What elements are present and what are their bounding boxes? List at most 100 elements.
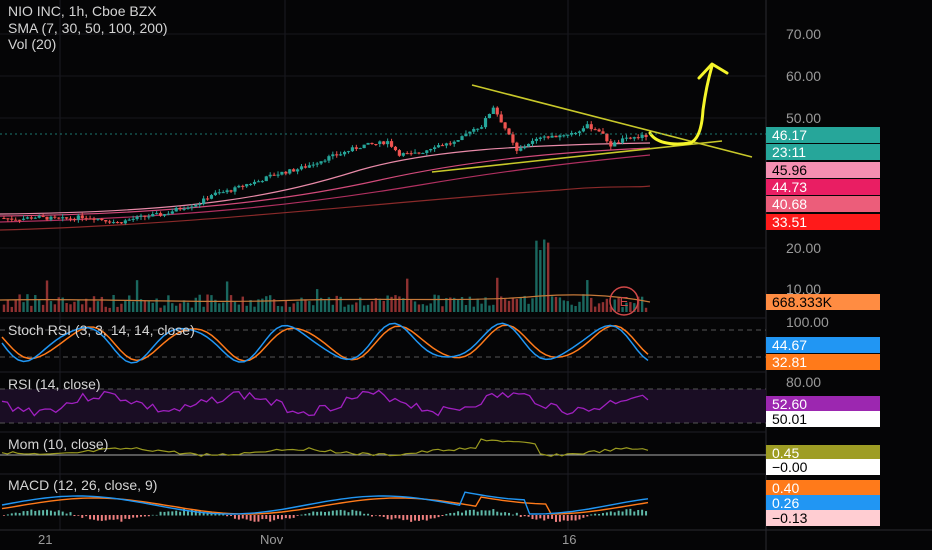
candle-body[interactable] [519, 148, 523, 151]
candle-body[interactable] [362, 144, 366, 149]
candle-body[interactable] [523, 146, 527, 149]
candle-body[interactable] [92, 218, 96, 220]
candle-body[interactable] [526, 143, 531, 147]
candle-body[interactable] [186, 207, 190, 209]
symbol-legend[interactable]: NIO INC, 1h, Cboe BZX [8, 3, 157, 19]
candle-body[interactable] [589, 124, 593, 130]
candle-body[interactable] [597, 129, 601, 132]
candle-body[interactable] [409, 153, 413, 155]
candle-body[interactable] [84, 218, 88, 220]
candle-body[interactable] [33, 217, 37, 219]
breakout-arrow-head[interactable] [697, 62, 729, 80]
candle-body[interactable] [401, 153, 405, 156]
candle-body[interactable] [209, 195, 214, 199]
candle-body[interactable] [542, 136, 546, 138]
candle-body[interactable] [605, 133, 609, 142]
candle-body[interactable] [6, 218, 10, 220]
mom-legend[interactable]: Mom (10, close) [8, 436, 109, 452]
candle-body[interactable] [577, 131, 582, 133]
candle-body[interactable] [319, 161, 323, 164]
candle-body[interactable] [29, 217, 33, 219]
candle-body[interactable] [241, 185, 245, 187]
candle-body[interactable] [252, 181, 257, 184]
candle-body[interactable] [299, 166, 304, 170]
candle-body[interactable] [151, 213, 155, 217]
candle-body[interactable] [272, 174, 276, 176]
candle-body[interactable] [315, 163, 319, 165]
candle-body[interactable] [499, 114, 503, 123]
candle-body[interactable] [14, 219, 18, 221]
candle-body[interactable] [613, 142, 617, 147]
candle-body[interactable] [389, 141, 394, 147]
support-trendline[interactable] [431, 140, 723, 173]
candle-body[interactable] [433, 147, 437, 150]
macd-legend[interactable]: MACD (12, 26, close, 9) [8, 477, 158, 493]
breakout-arrow-path[interactable] [648, 64, 714, 146]
candle-body[interactable] [609, 141, 613, 147]
candle-body[interactable] [18, 219, 22, 221]
candle-body[interactable] [237, 185, 241, 188]
candle-body[interactable] [119, 222, 124, 224]
candle-body[interactable] [440, 145, 445, 147]
candle-body[interactable] [393, 146, 398, 151]
candle-body[interactable] [100, 218, 104, 221]
candle-body[interactable] [491, 107, 495, 114]
candle-body[interactable] [276, 174, 280, 176]
candle-body[interactable] [429, 149, 433, 151]
candle-body[interactable] [417, 152, 421, 154]
candle-body[interactable] [65, 217, 69, 219]
candle-body[interactable] [413, 152, 417, 154]
candle-body[interactable] [139, 215, 143, 217]
candle-body[interactable] [472, 128, 476, 132]
earnings-marker[interactable] [609, 286, 639, 316]
candle-body[interactable] [585, 124, 589, 129]
candle-body[interactable] [468, 131, 472, 134]
candle-body[interactable] [640, 134, 644, 138]
candle-body[interactable] [10, 218, 14, 220]
candle-body[interactable] [487, 113, 492, 119]
candle-body[interactable] [233, 187, 237, 192]
candle-body[interactable] [155, 213, 159, 215]
resistance-trendline[interactable] [471, 84, 753, 158]
candle-body[interactable] [335, 154, 339, 156]
candle-body[interactable] [2, 218, 6, 220]
candle-body[interactable] [229, 190, 233, 192]
candle-body[interactable] [88, 218, 92, 220]
candle-body[interactable] [225, 190, 229, 193]
candle-body[interactable] [264, 176, 268, 182]
candle-body[interactable] [620, 138, 625, 143]
candle-body[interactable] [350, 147, 355, 152]
candle-body[interactable] [96, 218, 100, 220]
candle-body[interactable] [593, 129, 597, 131]
candle-body[interactable] [131, 218, 135, 220]
candle-body[interactable] [80, 215, 84, 219]
candle-body[interactable] [550, 135, 554, 138]
candle-body[interactable] [127, 219, 131, 221]
candle-body[interactable] [135, 216, 139, 219]
candle-body[interactable] [292, 169, 296, 172]
candle-body[interactable] [45, 216, 49, 220]
candle-body[interactable] [644, 134, 648, 138]
candle-body[interactable] [374, 143, 378, 145]
candle-body[interactable] [68, 218, 73, 220]
candle-body[interactable] [143, 215, 147, 217]
candle-body[interactable] [480, 127, 484, 129]
rsi-legend[interactable]: RSI (14, close) [8, 376, 101, 392]
candle-body[interactable] [280, 171, 284, 175]
candle-body[interactable] [166, 213, 170, 215]
candle-body[interactable] [562, 135, 566, 137]
candle-body[interactable] [386, 141, 390, 145]
sma-legend[interactable]: SMA (7, 30, 50, 100, 200) [8, 20, 168, 36]
candle-body[interactable] [147, 216, 151, 218]
candle-body[interactable] [358, 148, 362, 150]
candle-body[interactable] [182, 208, 186, 210]
candle-body[interactable] [194, 204, 198, 207]
candle-body[interactable] [397, 150, 401, 156]
candle-body[interactable] [202, 198, 206, 205]
candle-body[interactable] [476, 128, 480, 130]
candle-body[interactable] [217, 192, 221, 194]
candle-body[interactable] [534, 138, 539, 141]
candle-body[interactable] [61, 217, 65, 219]
candle-body[interactable] [405, 153, 409, 155]
